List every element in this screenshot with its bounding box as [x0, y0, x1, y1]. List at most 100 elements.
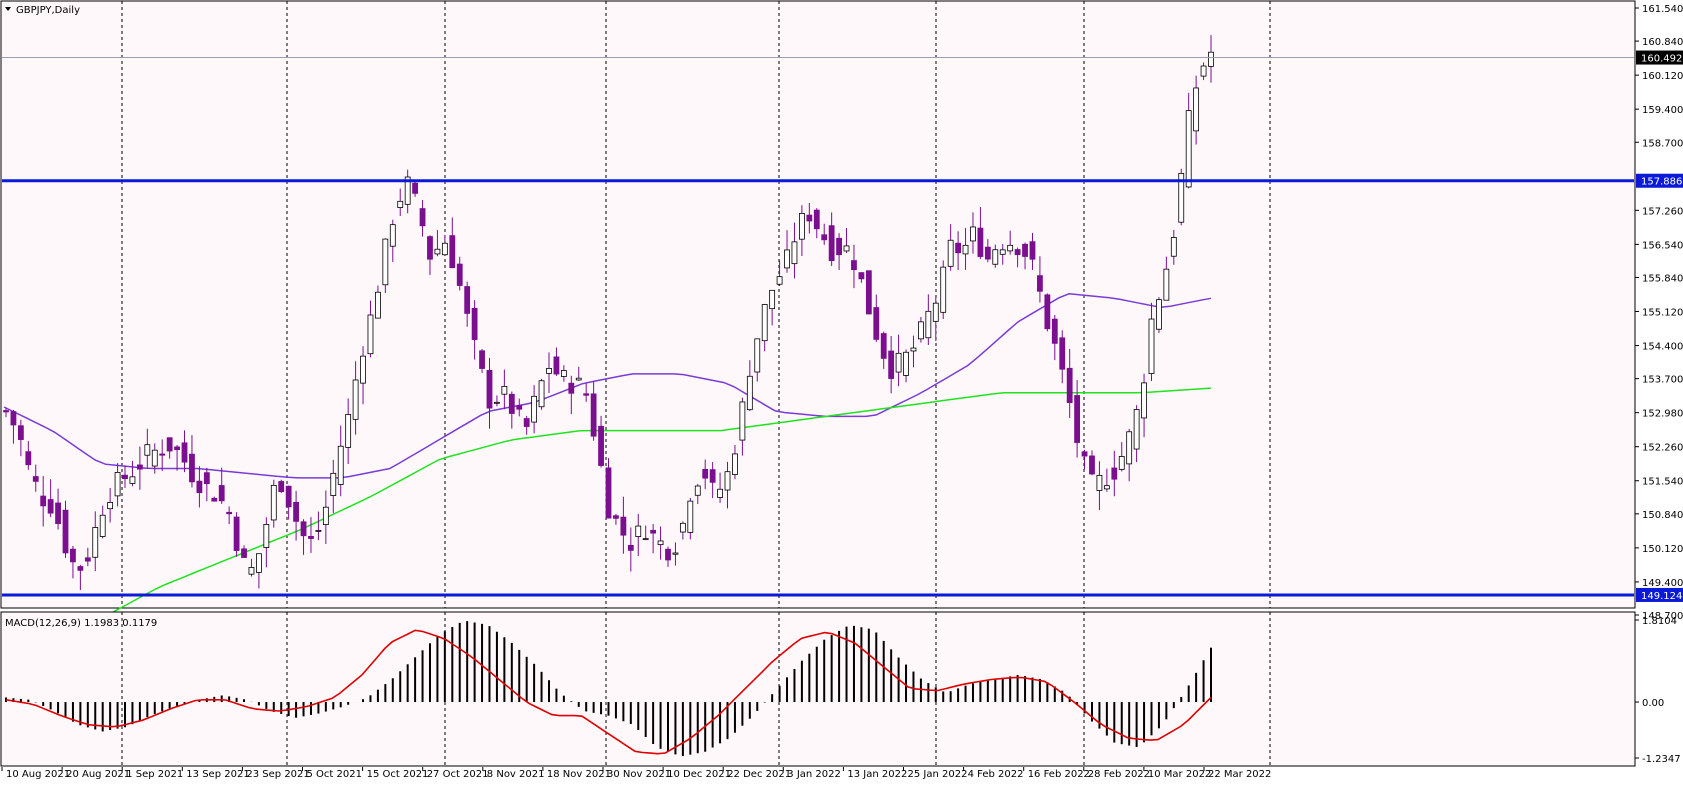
bull-candle — [657, 540, 664, 546]
y-tick-label: 149.400 — [1642, 578, 1683, 589]
bull-candle — [367, 314, 374, 355]
bull-candle — [717, 488, 723, 498]
bull-candle — [970, 226, 976, 242]
bull-candle — [1170, 237, 1177, 257]
bear-candle — [627, 544, 634, 551]
bear-candle — [702, 468, 709, 479]
bull-candle — [732, 453, 738, 475]
bull-candle — [895, 352, 902, 373]
bear-candle — [25, 451, 32, 466]
bull-candle — [434, 248, 441, 255]
bear-candle — [189, 453, 195, 483]
bear-candle — [10, 411, 17, 426]
bull-candle — [1118, 456, 1125, 470]
bear-candle — [1014, 249, 1021, 256]
bull-candle — [99, 514, 106, 537]
bull-candle — [151, 449, 158, 467]
y-tick-label: 150.840 — [1642, 510, 1683, 521]
macd-signal — [5, 629, 1212, 755]
bull-candle — [270, 484, 277, 521]
bear-candle — [598, 425, 604, 466]
bull-candle — [1141, 382, 1147, 419]
bear-candle — [1111, 467, 1118, 480]
bear-candle — [203, 472, 210, 484]
bear-candle — [888, 350, 895, 379]
bull-candle — [330, 472, 337, 496]
bear-candle — [449, 235, 456, 269]
y-tick-label: 152.980 — [1642, 409, 1683, 420]
bear-candle — [709, 469, 716, 483]
x-tick-label: 22 Dec 2021 — [727, 769, 791, 780]
bull-candle — [1208, 51, 1214, 67]
bear-candle — [419, 208, 426, 227]
bear-candle — [84, 557, 91, 562]
horizontal-levels: 157.886 149.124 — [2, 173, 1683, 602]
bear-candle — [553, 356, 560, 375]
bull-candle — [263, 524, 270, 548]
bear-candle — [136, 464, 143, 470]
candles — [3, 35, 1214, 591]
bear-candle — [241, 548, 247, 558]
bull-candle — [494, 401, 500, 404]
bull-candle — [947, 239, 954, 267]
bull-candle — [940, 266, 947, 313]
x-tick-label: 1 Sep 2021 — [126, 769, 183, 780]
bull-candle — [315, 529, 322, 532]
x-tick-label: 10 Mar 2022 — [1148, 769, 1211, 780]
bull-candle — [404, 176, 411, 205]
bull-candle — [248, 567, 255, 575]
bull-candle — [322, 506, 329, 525]
bull-candle — [776, 276, 783, 285]
bull-candle — [546, 367, 552, 374]
current-price-box — [1636, 50, 1683, 65]
bear-candle — [166, 437, 173, 452]
bear-candle — [174, 446, 180, 451]
x-tick-label: 25 Jan 2022 — [908, 769, 968, 780]
bear-candle — [1059, 337, 1066, 370]
price-axis: 161.540 160.840 160.120 159.400 158.700 157.2… — [2, 4, 1683, 622]
bear-candle — [1044, 294, 1051, 330]
bear-candle — [70, 548, 76, 563]
x-tick-label: 28 Feb 2022 — [1088, 769, 1150, 780]
bull-candle — [992, 249, 999, 265]
x-tick-label: 18 Nov 2021 — [547, 769, 611, 780]
y-tick-label: 156.540 — [1642, 240, 1683, 251]
x-tick-label: 10 Dec 2021 — [667, 769, 731, 780]
bear-candle — [984, 246, 991, 260]
collapse-triangle-icon[interactable] — [5, 7, 11, 11]
bear-candle — [523, 418, 530, 427]
bull-candle — [1178, 172, 1185, 223]
bull-candle — [397, 200, 404, 208]
bear-candle — [858, 272, 865, 280]
level-label: 157.886 — [1641, 177, 1682, 188]
bear-candle — [77, 566, 84, 571]
bear-candle — [464, 286, 471, 314]
bear-candle — [851, 260, 857, 271]
bull-candle — [337, 445, 344, 485]
bear-candle — [1066, 367, 1073, 403]
price-panel — [0, 0, 1636, 609]
bear-candle — [226, 511, 233, 515]
bear-candle — [412, 182, 419, 194]
x-tick-label: 13 Sep 2021 — [186, 769, 249, 780]
bull-candle — [962, 244, 969, 255]
bull-candle — [1185, 110, 1192, 188]
level-label-box — [1636, 173, 1683, 188]
bull-candle — [389, 224, 396, 247]
x-tick-label: 10 Aug 2021 — [6, 769, 70, 780]
bear-candle — [285, 485, 292, 508]
macd-axis: 1.8104 0.00 -1.2347 — [1635, 616, 1681, 765]
bear-candle — [62, 509, 69, 554]
bull-candle — [144, 444, 151, 456]
bear-candle — [3, 410, 9, 413]
bear-candle — [40, 495, 47, 507]
bear-candle — [865, 270, 872, 315]
bear-candle — [159, 453, 166, 456]
level-label: 149.124 — [1641, 591, 1682, 602]
bull-candle — [360, 355, 366, 384]
x-tick-label: 16 Feb 2022 — [1028, 769, 1090, 780]
bull-candle — [1200, 65, 1207, 77]
